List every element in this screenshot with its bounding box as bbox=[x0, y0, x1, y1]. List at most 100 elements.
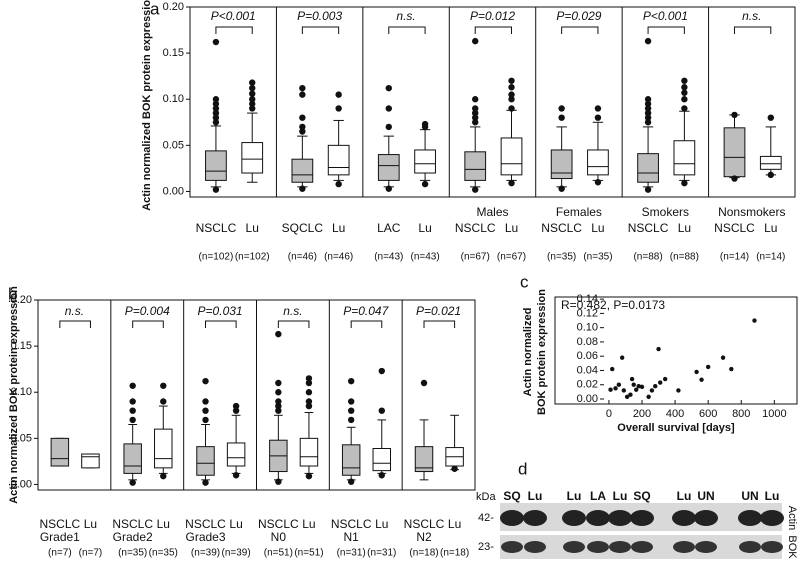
x-tick-label: 400 bbox=[666, 408, 684, 420]
sample-count: (n=31) bbox=[367, 548, 396, 559]
outlier bbox=[385, 123, 392, 131]
outlier bbox=[212, 96, 220, 103]
outlier bbox=[212, 186, 220, 193]
box bbox=[205, 150, 227, 181]
p-value: P=0.031 bbox=[198, 304, 243, 318]
outlier bbox=[378, 472, 385, 479]
group-sublabel: N2 bbox=[416, 530, 432, 544]
group-label: Lu bbox=[448, 517, 461, 531]
p-value: n.s. bbox=[742, 9, 761, 23]
outlier bbox=[558, 105, 565, 112]
outlier bbox=[558, 185, 565, 192]
outlier bbox=[232, 402, 240, 410]
outlier bbox=[160, 472, 167, 480]
group-sublabel: Grade1 bbox=[40, 530, 80, 544]
sample-count: (n=18) bbox=[440, 548, 469, 559]
outlier bbox=[644, 96, 652, 103]
panel-letter: d bbox=[518, 459, 527, 478]
outlier bbox=[212, 119, 220, 126]
outlier bbox=[508, 77, 515, 84]
y-tick-label: 0.12 bbox=[577, 307, 598, 319]
group-label: NSCLC bbox=[40, 517, 81, 531]
point bbox=[653, 383, 658, 389]
point bbox=[699, 377, 704, 382]
outlier bbox=[275, 478, 282, 485]
lane-label: Lu bbox=[528, 489, 543, 503]
x-tick-label: 1000 bbox=[762, 408, 786, 420]
box bbox=[291, 158, 314, 183]
outlier bbox=[472, 114, 479, 121]
p-value: P=0.029 bbox=[556, 9, 601, 23]
sample-count: (n=88) bbox=[633, 252, 662, 263]
x-tick-label: 600 bbox=[699, 408, 717, 420]
p-value: P=0.003 bbox=[297, 9, 342, 23]
outlier bbox=[347, 377, 355, 385]
group-header: Nonsmokers bbox=[718, 205, 785, 219]
group-label: Lu bbox=[764, 221, 777, 235]
y-tick-label: 0.14 bbox=[577, 293, 598, 305]
outlier bbox=[202, 416, 209, 424]
outlier bbox=[508, 105, 515, 112]
panel-letter: b bbox=[8, 284, 17, 303]
outlier bbox=[202, 479, 209, 486]
group-label: NSCLC bbox=[404, 517, 445, 531]
y-tick-label: 0.15 bbox=[163, 47, 184, 59]
significance-bracket bbox=[388, 26, 426, 34]
significance-bracket bbox=[215, 26, 253, 34]
outlier bbox=[249, 96, 256, 103]
sample-count: (n=35) bbox=[149, 548, 178, 559]
group-label: Lu bbox=[375, 517, 388, 531]
point bbox=[662, 376, 668, 382]
group-header: Males bbox=[476, 205, 508, 219]
box bbox=[241, 142, 264, 174]
lane-label: SQ bbox=[633, 489, 650, 503]
box bbox=[414, 149, 436, 174]
p-value: n.s. bbox=[396, 9, 415, 23]
y-tick-label: 0.10 bbox=[577, 322, 598, 334]
lane-label: Lu bbox=[613, 489, 628, 503]
outlier bbox=[644, 37, 652, 45]
outlier bbox=[644, 100, 652, 108]
outlier bbox=[508, 84, 515, 91]
outlier bbox=[275, 330, 282, 338]
lane-label: UN bbox=[697, 489, 714, 503]
sample-count: (n=102) bbox=[199, 252, 234, 263]
group-label: Lu bbox=[505, 221, 518, 235]
outlier bbox=[305, 402, 313, 410]
group-label: NSCLC bbox=[185, 517, 226, 531]
significance-bracket bbox=[59, 320, 91, 328]
box bbox=[414, 446, 434, 473]
point bbox=[656, 346, 661, 352]
outlier bbox=[644, 186, 652, 193]
y-tick-label: 0.20 bbox=[163, 1, 184, 13]
box bbox=[226, 442, 246, 467]
sample-count: (n=14) bbox=[720, 252, 749, 263]
point bbox=[634, 387, 639, 392]
group-label: NSCLC bbox=[628, 221, 669, 235]
point bbox=[629, 376, 635, 382]
outlier bbox=[594, 179, 602, 186]
outlier bbox=[731, 111, 738, 119]
point bbox=[676, 388, 681, 393]
box bbox=[587, 149, 609, 176]
outlier bbox=[347, 407, 355, 414]
sample-count: (n=35) bbox=[118, 548, 147, 559]
sample-count: (n=39) bbox=[191, 548, 220, 559]
outlier bbox=[767, 114, 774, 121]
box bbox=[196, 446, 215, 476]
outlier bbox=[129, 382, 136, 389]
band bbox=[500, 510, 524, 526]
group-label: Lu bbox=[84, 517, 97, 531]
group-sublabel: Grade2 bbox=[113, 530, 153, 544]
p-value: P<0.001 bbox=[211, 9, 256, 23]
lane-label: Lu bbox=[765, 489, 780, 503]
outlier bbox=[299, 84, 306, 92]
plot-frame bbox=[189, 6, 796, 198]
outlier bbox=[129, 416, 136, 424]
significance-bracket bbox=[647, 26, 685, 34]
box bbox=[759, 155, 782, 170]
outlier bbox=[275, 402, 282, 410]
outlier bbox=[212, 38, 220, 46]
point bbox=[649, 388, 655, 393]
